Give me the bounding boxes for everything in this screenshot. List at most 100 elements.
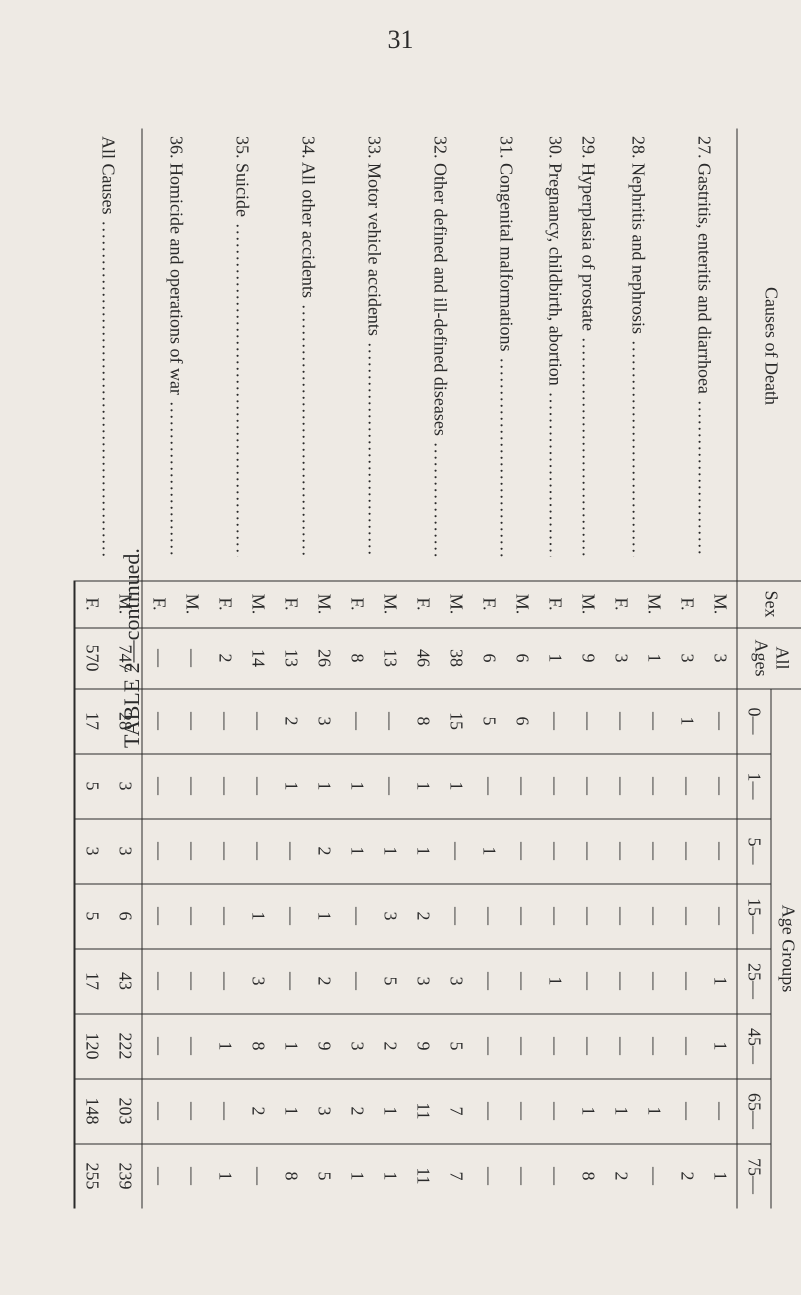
age-cell: — <box>704 1079 738 1144</box>
sex-cell: F. <box>143 581 177 628</box>
age-cell: — <box>209 1079 242 1144</box>
all-ages-cell: 2 <box>209 628 242 689</box>
age-cell: — <box>605 819 638 884</box>
age-cell: 3 <box>374 884 407 949</box>
cause-label: 36. Homicide and operations of war <box>143 128 210 581</box>
age-cell: 8 <box>242 1014 275 1079</box>
totals-row: All CausesM.7472833643222203239 <box>109 128 143 1208</box>
age-cell: 1 <box>341 819 374 884</box>
all-ages-cell: 13 <box>374 628 407 689</box>
age-cell: 1 <box>440 754 473 819</box>
age-cell: 120 <box>75 1014 109 1079</box>
age-cell: — <box>473 754 506 819</box>
all-ages-cell: 1 <box>539 628 572 689</box>
age-cell: — <box>176 1014 209 1079</box>
cause-label: 28. Nephritis and nephrosis <box>605 128 671 581</box>
cause-label: 30. Pregnancy, childbirth, abortion <box>539 128 572 581</box>
age-cell: — <box>671 754 704 819</box>
age-cell: 1 <box>605 1079 638 1144</box>
age-cell: 11 <box>407 1144 440 1209</box>
cause-label: 29. Hyperplasia of prostate <box>572 128 605 581</box>
age-cell: 5 <box>308 1144 341 1209</box>
cause-label: 34. All other accidents <box>275 128 341 581</box>
age-cell: 3 <box>308 689 341 754</box>
sex-cell: F. <box>473 581 506 628</box>
table-wrapper: Causes of DeathSexAllAgesAge Groups0—1—5… <box>0 368 801 969</box>
age-cell: — <box>374 754 407 819</box>
sex-cell: F. <box>605 581 638 628</box>
age-cell: — <box>143 689 177 754</box>
age-cell: 15 <box>440 689 473 754</box>
age-cell: — <box>605 754 638 819</box>
age-cell: — <box>176 754 209 819</box>
age-cell: — <box>176 689 209 754</box>
age-cell: — <box>440 884 473 949</box>
sex-cell: F. <box>75 581 109 628</box>
age-cell: — <box>506 1079 539 1144</box>
sex-cell: F. <box>275 581 308 628</box>
age-cell: — <box>539 689 572 754</box>
age-cell: 2 <box>308 819 341 884</box>
age-cell: 17 <box>75 949 109 1014</box>
age-cell: 2 <box>341 1079 374 1144</box>
cause-label: 31. Congenital malformations <box>473 128 539 581</box>
age-cell: — <box>143 1144 177 1209</box>
page-number: 31 <box>0 25 801 55</box>
sex-cell: F. <box>341 581 374 628</box>
age-cell: 8 <box>275 1144 308 1209</box>
age-cell: 9 <box>308 1014 341 1079</box>
age-cell: — <box>209 819 242 884</box>
age-cell: — <box>638 1144 671 1209</box>
age-cell: 8 <box>407 689 440 754</box>
age-cell: 1 <box>572 1079 605 1144</box>
age-cell: 1 <box>374 819 407 884</box>
age-cell: 43 <box>109 949 143 1014</box>
all-causes-label: All Causes <box>75 128 143 581</box>
age-cell: — <box>539 1144 572 1209</box>
age-cell: 1 <box>539 949 572 1014</box>
age-cell: — <box>506 1014 539 1079</box>
sex-cell: M. <box>704 581 738 628</box>
age-cell: 6 <box>506 689 539 754</box>
age-cell: 255 <box>75 1144 109 1209</box>
age-cell: 7 <box>440 1079 473 1144</box>
age-cell: 2 <box>407 884 440 949</box>
age-cell: — <box>638 754 671 819</box>
all-ages-cell: 1 <box>638 628 671 689</box>
all-ages-cell: — <box>143 628 177 689</box>
sex-cell: F. <box>209 581 242 628</box>
age-cell: — <box>506 754 539 819</box>
age-cell: 2 <box>242 1079 275 1144</box>
all-ages-cell: 747 <box>109 628 143 689</box>
age-cell: — <box>209 754 242 819</box>
age-cell: 1 <box>242 884 275 949</box>
all-ages-cell: 6 <box>506 628 539 689</box>
age-cell: 3 <box>75 819 109 884</box>
age-cell: 5 <box>374 949 407 1014</box>
age-cell: — <box>671 819 704 884</box>
sex-cell: F. <box>671 581 704 628</box>
age-col-5: 45— <box>738 1014 772 1079</box>
age-cell: — <box>275 884 308 949</box>
age-cell: 7 <box>440 1144 473 1209</box>
age-cell: 2 <box>671 1144 704 1209</box>
age-cell: 1 <box>473 819 506 884</box>
age-cell: — <box>209 949 242 1014</box>
age-cell: 1 <box>275 1079 308 1144</box>
age-cell: 3 <box>407 949 440 1014</box>
age-cell: 2 <box>374 1014 407 1079</box>
age-cell: — <box>572 689 605 754</box>
age-cell: — <box>638 689 671 754</box>
age-cell: — <box>143 819 177 884</box>
age-cell: — <box>539 1079 572 1144</box>
age-cell: 203 <box>109 1079 143 1144</box>
all-ages-cell: 14 <box>242 628 275 689</box>
age-col-1: 1— <box>738 754 772 819</box>
age-cell: 1 <box>275 1014 308 1079</box>
sex-cell: M. <box>440 581 473 628</box>
age-cell: — <box>341 689 374 754</box>
age-cell: 1 <box>704 1014 738 1079</box>
age-cell: — <box>671 1079 704 1144</box>
age-cell: — <box>539 754 572 819</box>
age-cell: — <box>242 689 275 754</box>
